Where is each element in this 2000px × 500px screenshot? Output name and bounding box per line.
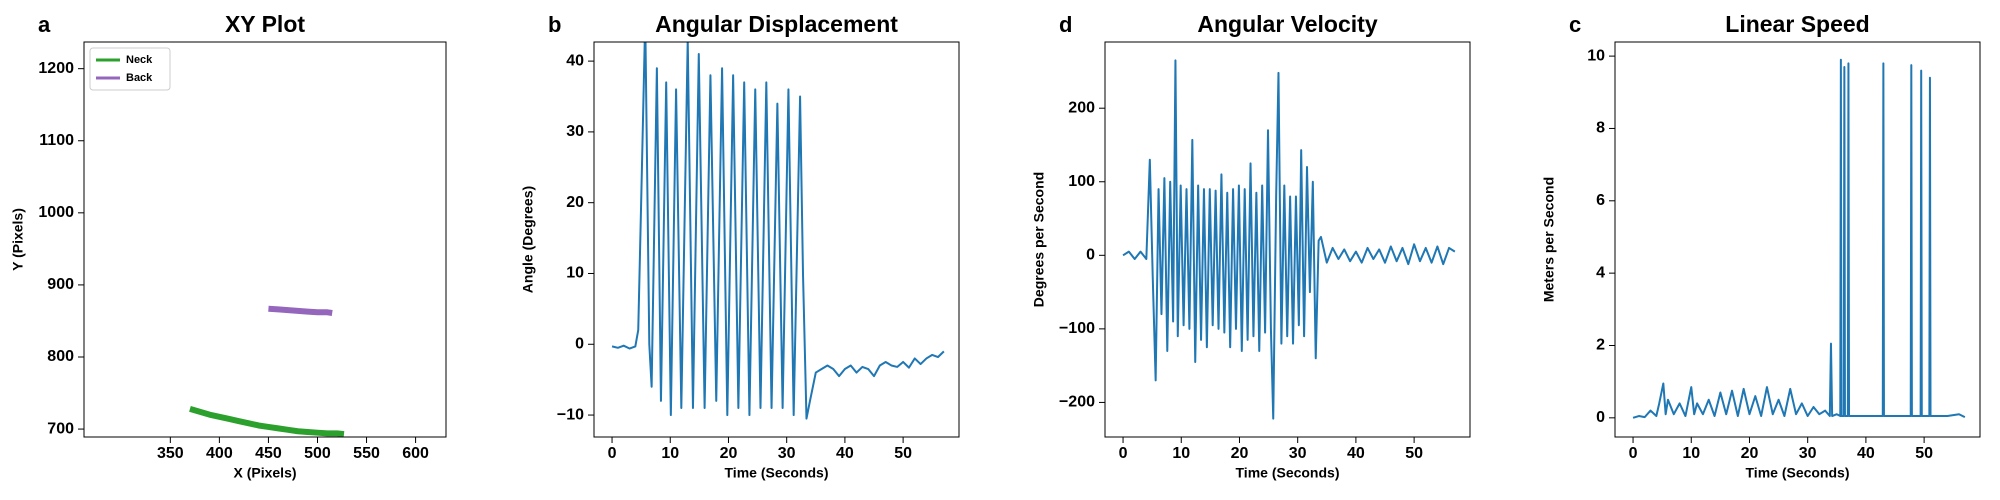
x-axis-label: X (Pixels) bbox=[233, 465, 296, 481]
series-line bbox=[268, 305, 333, 316]
y-tick-label: 4 bbox=[1596, 264, 1605, 281]
y-tick-label: 0 bbox=[1086, 247, 1095, 264]
y-tick-label: 20 bbox=[566, 194, 584, 211]
series-line bbox=[611, 42, 945, 420]
x-tick-label: 20 bbox=[720, 445, 738, 462]
x-tick-label: 10 bbox=[1682, 445, 1700, 462]
axes: 0 10 20 30 40 50 −10 0 10 20 30 40 Angular Displacem… bbox=[520, 11, 960, 481]
y-tick-label: 8 bbox=[1596, 120, 1605, 137]
x-tick-label: 20 bbox=[1741, 445, 1759, 462]
y-tick-label: 10 bbox=[566, 265, 584, 282]
y-axis-label: Degrees per Second bbox=[1031, 172, 1047, 307]
series-line bbox=[1122, 59, 1456, 420]
y-tick-label: 2 bbox=[1596, 337, 1605, 354]
y-tick-label: 30 bbox=[566, 123, 584, 140]
legend-label: Back bbox=[126, 72, 153, 84]
y-tick-label: 200 bbox=[1068, 99, 1095, 116]
y-tick-label: 40 bbox=[566, 52, 584, 69]
y-tick-label: −200 bbox=[1059, 394, 1095, 411]
x-tick-label: 350 bbox=[157, 445, 184, 462]
axes-frame bbox=[1104, 41, 1471, 438]
x-tick-label: 50 bbox=[894, 445, 912, 462]
x-tick-label: 30 bbox=[1289, 445, 1307, 462]
axes: 350 400 450 500 550 600 700 800 900 1000 1100 1200 X… bbox=[10, 11, 447, 481]
y-tick-label: −100 bbox=[1059, 320, 1095, 337]
x-tick-label: 10 bbox=[1172, 445, 1190, 462]
x-tick-label: 30 bbox=[1799, 445, 1817, 462]
y-tick-label: 800 bbox=[47, 348, 74, 365]
x-tick-label: 550 bbox=[353, 445, 380, 462]
y-tick-label: 10 bbox=[1587, 47, 1605, 64]
chart-title: Angular Displacement bbox=[655, 11, 898, 37]
series-line bbox=[189, 406, 345, 437]
y-tick-label: 100 bbox=[1068, 173, 1095, 190]
y-tick-label: 6 bbox=[1596, 192, 1605, 209]
y-axis-label: Angle (Degrees) bbox=[520, 186, 536, 293]
x-axis-label: Time (Seconds) bbox=[725, 465, 829, 481]
axes-frame bbox=[593, 41, 960, 438]
x-tick-label: 450 bbox=[255, 445, 282, 462]
y-tick-label: 900 bbox=[47, 276, 74, 293]
y-tick-label: −10 bbox=[557, 406, 584, 423]
x-tick-label: 30 bbox=[778, 445, 796, 462]
panel-label: a bbox=[38, 12, 51, 37]
y-axis-label: Y (Pixels) bbox=[10, 208, 26, 271]
y-tick-label: 700 bbox=[47, 420, 74, 437]
x-tick-label: 40 bbox=[1347, 445, 1365, 462]
legend-label: Neck bbox=[126, 54, 153, 66]
axes: 0 10 20 30 40 50 0 2 4 6 8 10 Linear Speed c Time (Sec… bbox=[1541, 11, 1981, 481]
x-tick-label: 40 bbox=[1857, 445, 1875, 462]
y-tick-label: 1000 bbox=[38, 204, 74, 221]
y-tick-label: 1100 bbox=[39, 132, 74, 149]
x-tick-label: 0 bbox=[608, 445, 617, 462]
chart-title: Linear Speed bbox=[1725, 11, 1869, 37]
y-tick-label: 0 bbox=[1596, 409, 1605, 426]
chart-title: Angular Velocity bbox=[1197, 11, 1377, 37]
y-axis-label: Meters per Second bbox=[1541, 177, 1557, 302]
y-tick-label: 1200 bbox=[38, 60, 74, 77]
axes-frame bbox=[83, 41, 447, 438]
x-tick-label: 600 bbox=[402, 445, 429, 462]
panel-label: b bbox=[548, 12, 561, 37]
y-tick-label: 0 bbox=[575, 335, 584, 352]
series-line bbox=[1632, 58, 1966, 419]
x-tick-label: 10 bbox=[661, 445, 679, 462]
axes-frame bbox=[1614, 41, 1981, 438]
x-tick-label: 500 bbox=[304, 445, 331, 462]
panel-label: c bbox=[1569, 12, 1581, 37]
x-tick-label: 50 bbox=[1405, 445, 1423, 462]
chart-title: XY Plot bbox=[225, 11, 305, 37]
x-axis-label: Time (Seconds) bbox=[1746, 465, 1850, 481]
x-tick-label: 50 bbox=[1915, 445, 1933, 462]
x-tick-label: 0 bbox=[1629, 445, 1638, 462]
x-tick-label: 400 bbox=[206, 445, 233, 462]
panel-label: d bbox=[1059, 12, 1072, 37]
x-tick-label: 20 bbox=[1231, 445, 1249, 462]
axes: 0 10 20 30 40 50 −200 −100 0 100 200 Angular Veloci… bbox=[1031, 11, 1471, 481]
x-tick-label: 0 bbox=[1119, 445, 1128, 462]
x-axis-label: Time (Seconds) bbox=[1236, 465, 1340, 481]
x-tick-label: 40 bbox=[836, 445, 854, 462]
